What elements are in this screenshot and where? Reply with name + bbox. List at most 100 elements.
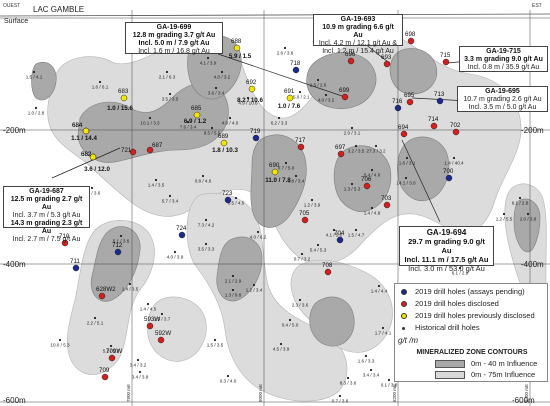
grade-label-683: 1.0 / 15.6 xyxy=(107,105,133,112)
historical-grade-label: 1.4 / 3.5 xyxy=(148,183,165,188)
drill-hole-pending-723: 723 xyxy=(222,190,233,204)
historical-hole: 1.5 / 4.1 xyxy=(26,70,43,80)
historical-grade-label: 15.0 / 2.1 xyxy=(290,95,310,100)
legend-label: 0m - 75m Influence xyxy=(471,370,536,379)
drill-hole-disclosed-698: 698 xyxy=(405,31,416,45)
historical-grade-label: 10.0 / 5.3 xyxy=(50,343,70,348)
drill-hole-label: 712 xyxy=(112,242,123,249)
historical-hole-marker xyxy=(404,176,408,180)
drill-hole-disclosed-687: 687 xyxy=(146,142,163,154)
historical-hole: 3.4 / 3.2 xyxy=(130,358,147,368)
historical-hole-marker xyxy=(93,316,97,320)
historical-grade-label: 1.2 / 5.5 xyxy=(496,217,513,222)
historical-grade-label: 4.9 / 10.6 xyxy=(238,101,258,106)
callout-title: GA-19-695 xyxy=(485,88,520,95)
drill-hole-previous-688: 688 xyxy=(231,38,242,52)
drill-hole-marker xyxy=(61,239,69,247)
drill-hole-marker xyxy=(157,336,165,344)
historical-grade-label: 1.7 / 4.1 xyxy=(375,331,392,336)
historical-hole: 1.5 / 4.7 xyxy=(348,228,365,238)
callout-line: Incl. 2.7 m / 7.5 g/t Au xyxy=(12,236,81,243)
historical-hole: 4.0 / 6.2 xyxy=(250,230,267,240)
historical-hole-marker xyxy=(204,242,208,246)
drill-hole-label: 700 xyxy=(443,168,454,175)
historical-hole-marker xyxy=(138,370,142,374)
historical-hole: 1.4 / 4.4 xyxy=(371,284,388,294)
zone-dark-j xyxy=(309,296,355,347)
drill-hole-disclosed-702: 702 xyxy=(450,122,461,136)
historical-grade-label: 1.0 / 2.8 xyxy=(28,111,45,116)
callout-line: Incl. 0.8 m / 35.9 g/t Au xyxy=(467,64,540,71)
historical-hole: 1.4 / 40.4 xyxy=(444,156,464,166)
callout-ga-19-693: GA-19-693 10.9 m grading 6.6 g/t Au Incl… xyxy=(313,14,403,55)
historical-hole: 4.0 / 3.9 xyxy=(167,250,184,260)
historical-grade-label: 2.0 / 3.8 xyxy=(520,217,537,222)
surface-label: Surface xyxy=(4,18,28,25)
historical-hole-marker xyxy=(332,228,336,232)
historical-grade-label: 0.3 / 4.0 xyxy=(220,379,237,384)
historical-grade-label: 0.2 / 3.6 xyxy=(84,191,101,196)
historical-hole-marker xyxy=(32,70,36,74)
legend-label: 2019 drill holes disclosed xyxy=(415,299,499,308)
historical-hole: 2.1 / 6.3 xyxy=(159,70,176,80)
historical-grade-label: 2.1 / 2.9 xyxy=(225,279,242,284)
historical-hole: 1.3 / 5.3 xyxy=(344,182,361,192)
callout-line: Incl. 4.2 m / 12.1 g/t Au & xyxy=(318,40,398,47)
drill-hole-marker xyxy=(98,292,106,300)
historical-grade-label: 1.5 / 4.1 xyxy=(26,75,43,80)
historical-hole-marker xyxy=(34,106,38,110)
historical-hole-marker xyxy=(284,161,288,165)
historical-grade-label: 4.1 / 3.9 xyxy=(200,61,217,66)
historical-dot-icon xyxy=(402,326,405,330)
historical-hole-marker xyxy=(231,274,235,278)
drill-hole-disclosed-706: 706 xyxy=(361,176,372,190)
historical-hole: 0.7 / 5.0 xyxy=(278,161,295,171)
depth-600-left: -600m xyxy=(3,396,26,405)
historical-hole: 0.7 / 3.2 xyxy=(294,252,311,262)
callout-line: Incl. 3.0 m / 53.0 g/t Au xyxy=(408,264,485,273)
historical-grade-label: 7.6 / 3.4 xyxy=(180,125,197,130)
historical-hole: 5.7 / 3.4 xyxy=(162,194,179,204)
historical-grade-label: 0.7 / 3.6 xyxy=(332,399,349,404)
callout-line: 29.7 m grading 9.0 g/t Au xyxy=(408,237,485,255)
drill-hole-label: 628W2 xyxy=(96,286,116,293)
historical-hole: 3.6 / 3.4 xyxy=(208,86,225,96)
drill-hole-label: 717 xyxy=(295,137,306,144)
historical-hole: 2.3 / 3.6 xyxy=(292,298,309,308)
historical-grade-label: 1.3 / 5.3 xyxy=(344,187,361,192)
historical-hole-marker xyxy=(364,354,368,358)
historical-hole-marker xyxy=(294,174,298,178)
historical-hole: 5.1 / 3.6 xyxy=(113,234,130,244)
drill-hole-marker xyxy=(297,143,305,151)
historical-hole-marker xyxy=(277,116,281,120)
callout-line: Incl. 3.5 m / 5.0 g/t Au xyxy=(468,104,537,111)
drill-holes-layer: 718 716 713 719 723 724 712 711 700 704 684 682 698 6… xyxy=(59,31,461,381)
historical-hole: 0.8 / 4.6 xyxy=(195,174,212,184)
drill-hole-previous-682: 682 xyxy=(81,151,97,161)
drill-hole-marker xyxy=(146,322,154,330)
drill-hole-marker xyxy=(341,93,349,101)
historical-grade-label: 5.4 / 4.6 xyxy=(364,173,381,178)
depth-200-right: -200m xyxy=(521,126,544,135)
historical-grade-label: 1.5 / 3.5 xyxy=(207,343,224,348)
drill-hole-disclosed-710: 710 xyxy=(59,233,70,247)
historical-hole-marker xyxy=(452,156,456,160)
drill-hole-marker xyxy=(301,216,309,224)
disclosed-dot-icon xyxy=(401,301,407,308)
drill-hole-marker xyxy=(114,248,122,256)
historical-hole-marker xyxy=(214,86,218,90)
historical-hole-marker xyxy=(298,90,302,94)
drill-hole-pending-716: 716 xyxy=(392,98,403,112)
historical-hole: 1.2 / 3.9 xyxy=(304,198,321,208)
drill-hole-previous-689: 689 xyxy=(218,133,229,147)
historical-hole-marker xyxy=(369,368,373,372)
callout-ga-19-699: GA-19-699 12.8 m grading 3.7 g/t Au Incl… xyxy=(125,22,223,55)
historical-grade-label: 3.2 / 3.5 xyxy=(348,149,365,154)
drill-hole-label: 709 xyxy=(99,367,110,374)
historical-hole-marker xyxy=(377,284,381,288)
historical-hole: 6.1 / 2.9 xyxy=(452,266,469,276)
legend-label: 2019 drill holes previously disclosed xyxy=(415,311,535,320)
drill-hole-marker xyxy=(363,182,371,190)
historical-hole: 1.4 / 3.5 xyxy=(122,282,139,292)
